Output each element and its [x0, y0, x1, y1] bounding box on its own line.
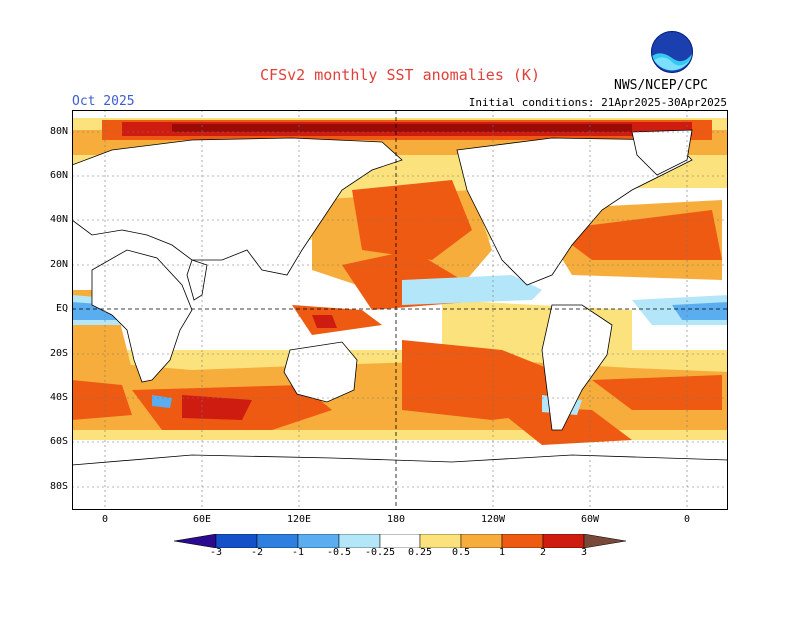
legend-tick-m1: -1	[291, 547, 305, 558]
colorbar-segment-3	[297, 534, 340, 548]
lon-label-60w: 60W	[580, 514, 600, 525]
colorbar-segment-6	[419, 534, 462, 548]
forecast-month: Oct 2025	[72, 94, 135, 109]
color-scale-bar	[174, 534, 626, 548]
legend-tick-m3: -3	[209, 547, 223, 558]
graticule	[72, 110, 728, 510]
lon-label-60e: 60E	[192, 514, 212, 525]
legend-tick-p1: 1	[498, 547, 506, 558]
colorbar-segment-5	[379, 534, 421, 548]
colorbar-segment-10	[583, 534, 626, 548]
noaa-logo	[651, 31, 693, 73]
lon-label-180: 180	[386, 514, 406, 525]
lon-label-120e: 120E	[286, 514, 312, 525]
colorbar-segment-1	[215, 534, 258, 548]
legend-tick-p3: 3	[580, 547, 588, 558]
legend-tick-m05: -0.5	[326, 547, 352, 558]
colorbar-segment-7	[460, 534, 503, 548]
moderate-cool-anomaly-field	[72, 302, 728, 408]
map-frame	[72, 110, 728, 510]
sst-anomaly-map	[72, 110, 728, 510]
legend-tick-m025: -0.25	[364, 547, 396, 558]
africa-land	[91, 249, 193, 383]
colorbar-segment-2	[256, 534, 299, 548]
land-masses	[72, 129, 728, 510]
agency-label: NWS/NCEP/CPC	[614, 78, 708, 93]
colorbar-segment-8	[501, 534, 544, 548]
lon-label-0-east: 0	[683, 514, 691, 525]
antarctica-land	[72, 454, 728, 510]
lat-label-20n: 20N	[49, 259, 68, 270]
lat-label-40s: 40S	[49, 392, 68, 403]
lat-label-80s: 80S	[49, 481, 68, 492]
lon-label-0: 0	[101, 514, 109, 525]
extreme-warm-anomaly-field	[172, 124, 632, 132]
chart-title: CFSv2 monthly SST anomalies (K)	[260, 66, 540, 84]
lat-label-40n: 40N	[49, 214, 68, 225]
eurasia-land	[72, 137, 403, 276]
reference-lines	[72, 110, 728, 510]
colorbar-segment-0	[174, 534, 217, 548]
lat-label-20s: 20S	[49, 348, 68, 359]
lat-label-60s: 60S	[49, 436, 68, 447]
colorbar-segment-9	[542, 534, 585, 548]
south-america-land	[541, 304, 613, 431]
legend-tick-p05: 0.5	[451, 547, 471, 558]
initial-conditions: Initial conditions: 21Apr2025-30Apr2025	[468, 96, 727, 109]
legend-tick-p025: 0.25	[407, 547, 433, 558]
colorbar-segment-4	[338, 534, 381, 548]
lon-label-120w: 120W	[480, 514, 506, 525]
legend-tick-p2: 2	[539, 547, 547, 558]
greenland-land	[631, 129, 693, 176]
lat-label-80n: 80N	[49, 126, 68, 137]
australia-land	[283, 341, 358, 403]
lat-label-eq: EQ	[55, 303, 68, 314]
legend-tick-m2: -2	[250, 547, 264, 558]
lat-label-60n: 60N	[49, 170, 68, 181]
